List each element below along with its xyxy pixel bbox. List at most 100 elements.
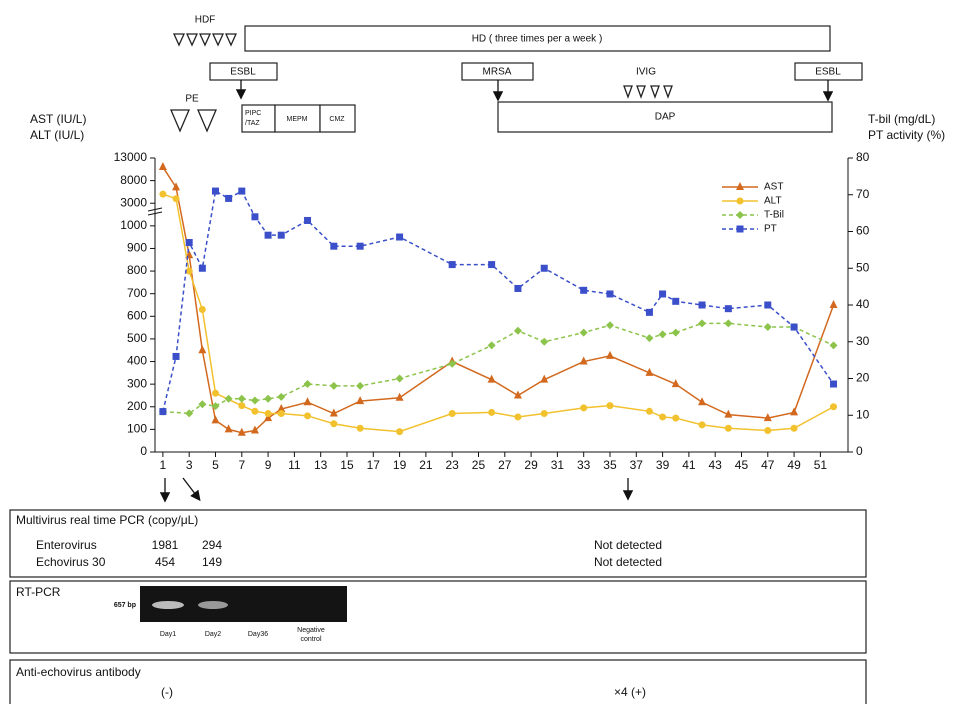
marker bbox=[225, 195, 232, 202]
antibody-title: Anti-echovirus antibody bbox=[16, 665, 141, 679]
marker bbox=[514, 327, 522, 335]
marker bbox=[580, 329, 588, 337]
y2-tick-label: 30 bbox=[856, 334, 870, 348]
y-axis-title: ALT (IU/L) bbox=[30, 128, 84, 142]
infection-label: ESBL bbox=[230, 67, 256, 78]
marker bbox=[606, 321, 614, 329]
marker bbox=[159, 408, 166, 415]
marker bbox=[646, 408, 653, 415]
x-tick-label: 1 bbox=[160, 458, 167, 472]
y-tick-label: 1000 bbox=[120, 218, 147, 232]
y-tick-label: 400 bbox=[127, 354, 147, 368]
pcr-cell: 149 bbox=[202, 555, 222, 569]
marker bbox=[238, 402, 245, 409]
x-tick-label: 33 bbox=[577, 458, 591, 472]
legend-label: ALT bbox=[764, 196, 782, 207]
y2-tick-label: 80 bbox=[856, 150, 870, 164]
lane-label: Negative bbox=[297, 627, 325, 634]
x-tick-label: 5 bbox=[212, 458, 219, 472]
legend-marker bbox=[736, 211, 744, 219]
infection-label: ESBL bbox=[815, 67, 841, 78]
x-tick-label: 27 bbox=[498, 458, 512, 472]
marker bbox=[646, 309, 653, 316]
y-tick-label: 3000 bbox=[120, 195, 147, 209]
marker bbox=[211, 415, 219, 423]
marker bbox=[659, 413, 666, 420]
ivig-markers bbox=[624, 86, 672, 97]
y2-tick-label: 20 bbox=[856, 371, 870, 385]
lane-label: Day1 bbox=[160, 631, 176, 638]
series-line bbox=[163, 191, 834, 412]
marker bbox=[672, 329, 680, 337]
dap-label: DAP bbox=[655, 112, 676, 123]
marker bbox=[659, 290, 666, 297]
y2-tick-label: 40 bbox=[856, 297, 870, 311]
marker bbox=[791, 425, 798, 432]
x-tick-label: 49 bbox=[787, 458, 801, 472]
x-tick-label: 9 bbox=[265, 458, 272, 472]
pe-markers bbox=[171, 110, 216, 131]
x-tick-label: 13 bbox=[314, 458, 328, 472]
y2-tick-label: 10 bbox=[856, 407, 870, 421]
antibiotic-label: CMZ bbox=[329, 116, 345, 123]
marker bbox=[357, 425, 364, 432]
y2-axis-title: PT activity (%) bbox=[868, 128, 945, 142]
y-tick-label: 13000 bbox=[114, 150, 148, 164]
x-tick-label: 35 bbox=[603, 458, 617, 472]
hdf-label: HDF bbox=[195, 15, 216, 26]
y-tick-label: 500 bbox=[127, 331, 147, 345]
x-tick-label: 31 bbox=[551, 458, 565, 472]
x-tick-label: 15 bbox=[340, 458, 354, 472]
marker bbox=[764, 427, 771, 434]
marker bbox=[251, 408, 258, 415]
lane-label: control bbox=[300, 636, 321, 643]
marker bbox=[514, 413, 521, 420]
marker bbox=[212, 188, 219, 195]
hdf-markers bbox=[174, 34, 236, 45]
x-tick-label: 39 bbox=[656, 458, 670, 472]
y-tick-label: 200 bbox=[127, 399, 147, 413]
marker bbox=[396, 393, 404, 401]
marker bbox=[396, 428, 403, 435]
marker bbox=[514, 285, 521, 292]
legend-marker bbox=[737, 226, 744, 233]
rt-pcr-box bbox=[10, 581, 866, 653]
marker bbox=[699, 302, 706, 309]
marker bbox=[173, 195, 180, 202]
marker bbox=[278, 232, 285, 239]
y2-axis-title: T-bil (mg/dL) bbox=[868, 112, 935, 126]
antibiotic-label: MEPM bbox=[287, 116, 308, 123]
marker bbox=[186, 268, 193, 275]
gel-band bbox=[152, 601, 184, 609]
marker bbox=[449, 410, 456, 417]
antibiotic-label: PIPC bbox=[245, 110, 261, 117]
pcr-cell: 454 bbox=[155, 555, 175, 569]
marker bbox=[238, 188, 245, 195]
marker bbox=[199, 306, 206, 313]
x-tick-label: 19 bbox=[393, 458, 407, 472]
infection-label: MRSA bbox=[483, 67, 512, 78]
marker bbox=[159, 162, 167, 170]
y-axis-title: AST (IU/L) bbox=[30, 112, 86, 126]
marker bbox=[724, 319, 732, 327]
marker bbox=[330, 420, 337, 427]
pcr-cell: Echovirus 30 bbox=[36, 555, 106, 569]
marker bbox=[265, 410, 272, 417]
pcr-cell: Enterovirus bbox=[36, 538, 97, 552]
y-tick-label: 900 bbox=[127, 241, 147, 255]
marker bbox=[251, 213, 258, 220]
marker bbox=[488, 341, 496, 349]
marker bbox=[606, 351, 614, 359]
y-tick-label: 700 bbox=[127, 286, 147, 300]
x-tick-label: 37 bbox=[630, 458, 644, 472]
pcr-cell: 294 bbox=[202, 538, 222, 552]
marker bbox=[159, 191, 166, 198]
marker bbox=[830, 403, 837, 410]
marker bbox=[659, 330, 667, 338]
marker bbox=[580, 287, 587, 294]
x-tick-label: 41 bbox=[682, 458, 696, 472]
x-tick-label: 7 bbox=[238, 458, 245, 472]
antibiotic-label: /TAZ bbox=[245, 120, 260, 127]
x-tick-label: 51 bbox=[814, 458, 828, 472]
marker bbox=[830, 300, 838, 308]
